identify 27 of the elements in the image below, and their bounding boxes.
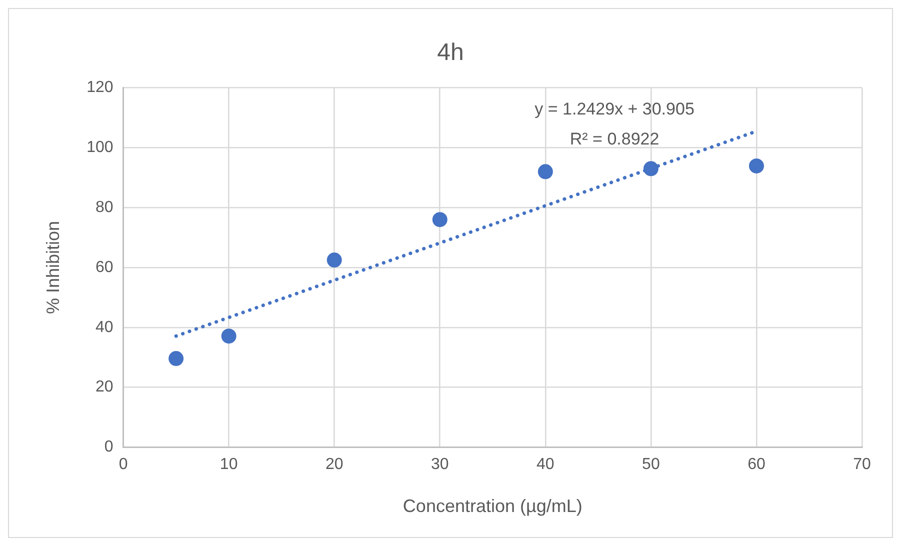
point [221,328,236,344]
annotation: R² = 0.8922 [570,129,660,148]
point [538,164,553,180]
x-tick-label: 30 [430,456,449,474]
x-tick-label: 50 [642,456,660,474]
y-tick-label: 0 [104,438,114,456]
x-axis-title: Concentration (µg/mL) [402,496,582,516]
x-tick-label: 60 [748,456,766,474]
y-tick-label: 20 [96,378,114,396]
x-tick-label: 40 [536,456,554,474]
y-tick-label: 100 [86,139,114,156]
annotation: y = 1.2429x + 30.905 [534,99,694,118]
point [326,252,342,268]
x-tick-label: 70 [853,456,871,474]
point [168,351,184,366]
x-tick-label: 10 [220,456,238,474]
point [748,158,764,174]
x-tick-label: 20 [325,456,344,474]
point [432,212,448,228]
y-tick-label: 80 [96,199,114,216]
y-axis-title: % Inhibition [42,220,63,314]
x-tick-label: 0 [118,456,128,474]
y-tick-label: 60 [96,258,114,276]
point [643,161,658,176]
y-tick-label: 120 [86,79,114,96]
y-tick-label: 40 [96,318,114,336]
chart-title: 4h [437,39,464,66]
